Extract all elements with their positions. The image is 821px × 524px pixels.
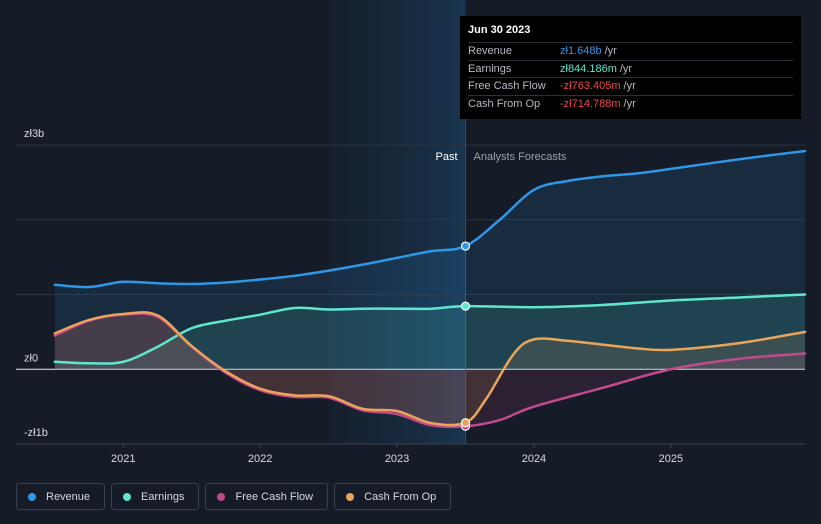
free-cash-flow-area <box>54 313 806 427</box>
tooltip-row-free-cash-flow: Free Cash Flow -zł763.405m/yr <box>468 77 793 95</box>
legend-item-cash-from-op[interactable]: Cash From Op <box>334 483 452 510</box>
legend: Revenue Earnings Free Cash Flow Cash From O… <box>16 483 452 510</box>
tooltip-unit: /yr <box>604 45 617 57</box>
tooltip-value: -zł763.405m <box>560 80 621 92</box>
legend-dot-icon <box>217 492 226 501</box>
x-tick-label: 2025 <box>659 453 683 465</box>
x-tick-label: 2021 <box>111 453 135 465</box>
cash-from-op-line <box>53 311 807 427</box>
past-label: Past <box>435 151 457 163</box>
tooltip-value: zł844.186m <box>560 62 617 75</box>
tooltip-unit: /yr <box>623 80 636 92</box>
tooltip-row-cash-from-op: Cash From Op -zł714.788m/yr <box>468 94 793 113</box>
earnings-marker <box>460 301 471 311</box>
earnings-area <box>54 294 806 370</box>
tooltip-value: zł1.648b <box>560 45 602 57</box>
legend-label: Cash From Op <box>364 490 437 503</box>
past-highlight <box>328 0 466 444</box>
tooltip-value: -zł714.788m <box>560 97 621 110</box>
free-cash-flow-line <box>53 312 807 429</box>
legend-dot-icon <box>28 492 36 501</box>
revenue-area <box>54 150 806 370</box>
y-tick-label: zł0 <box>24 352 38 364</box>
legend-item-earnings[interactable]: Earnings <box>111 483 200 510</box>
legend-item-free-cash-flow[interactable]: Free Cash Flow <box>205 483 329 510</box>
tooltip-label: Earnings <box>468 62 512 75</box>
legend-label: Free Cash Flow <box>235 490 314 503</box>
revenue-line <box>53 149 807 289</box>
forecast-label: Analysts Forecasts <box>474 151 567 163</box>
y-tick-label: zł3b <box>24 128 44 140</box>
revenue-marker <box>460 241 471 251</box>
cash-from-op-marker <box>460 418 471 428</box>
tooltip-row-revenue: Revenue zł1.648b/yr <box>468 42 793 60</box>
y-tick-label: -zł1b <box>24 427 48 439</box>
legend-label: Revenue <box>46 490 91 503</box>
earnings-line <box>53 293 807 365</box>
x-tick-label: 2022 <box>248 453 272 465</box>
tooltip-label: Free Cash Flow <box>468 80 546 92</box>
legend-dot-icon <box>123 492 132 501</box>
tooltip-label: Revenue <box>468 45 513 57</box>
cash-from-op-area <box>54 312 806 426</box>
tooltip-label: Cash From Op <box>468 97 541 110</box>
x-tick-label: 2024 <box>522 453 546 465</box>
tooltip-date: Jun 30 2023 <box>468 24 531 36</box>
tooltip-unit: /yr <box>619 62 633 75</box>
tooltip-unit: /yr <box>623 97 636 110</box>
tooltip-row-earnings: Earnings zł844.186m/yr <box>468 59 793 78</box>
legend-item-revenue[interactable]: Revenue <box>16 483 106 510</box>
x-tick-label: 2023 <box>385 453 409 465</box>
legend-label: Earnings <box>141 490 185 503</box>
legend-dot-icon <box>346 492 355 501</box>
tooltip: Jun 30 2023 Revenue zł1.648b/yr Earnings zł… <box>460 16 801 119</box>
